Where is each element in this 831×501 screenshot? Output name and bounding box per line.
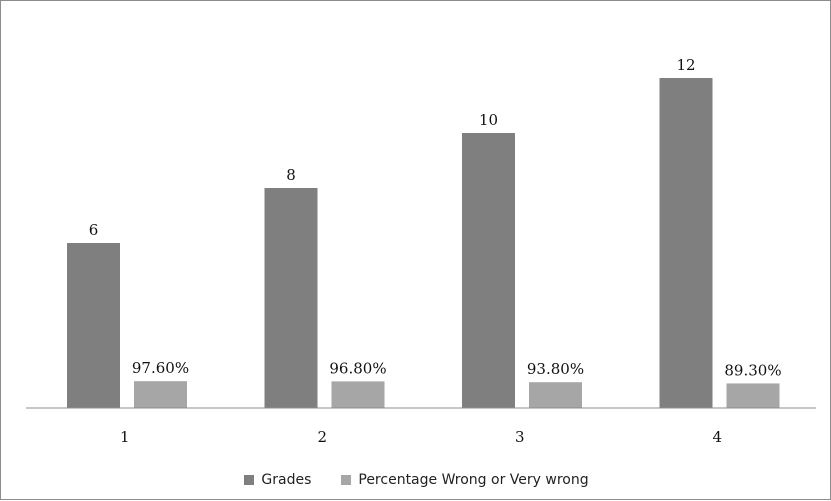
bar-grades-2 (264, 188, 318, 408)
bar-percentage-1 (134, 381, 187, 408)
x-tick-label-2: 2 (317, 428, 327, 446)
data-label-grades-4: 12 (676, 56, 695, 74)
x-tick-label-4: 4 (712, 428, 722, 446)
legend-item-percentage: Percentage Wrong or Very wrong (341, 472, 589, 488)
bar-grades-1 (67, 243, 120, 408)
data-label-percentage-4: 89.30% (724, 361, 781, 379)
legend-swatch-percentage (341, 475, 352, 485)
data-label-grades-3: 10 (479, 111, 498, 129)
legend-label-grades: Grades (261, 472, 312, 488)
bar-percentage-4 (726, 383, 780, 408)
legend-label-percentage: Percentage Wrong or Very wrong (358, 472, 589, 488)
data-label-percentage-1: 97.60% (132, 359, 189, 377)
x-tick-label-1: 1 (120, 428, 130, 446)
bar-percentage-2 (331, 381, 385, 408)
data-label-grades-1: 6 (89, 221, 99, 239)
data-label-percentage-2: 96.80% (329, 359, 386, 377)
legend-item-grades: Grades (244, 472, 311, 488)
data-label-grades-2: 8 (286, 166, 296, 184)
legend: Grades Percentage Wrong or Very wrong (1, 469, 831, 491)
bar-grades-3 (462, 133, 515, 408)
data-label-percentage-3: 93.80% (527, 360, 584, 378)
bar-percentage-3 (529, 382, 582, 408)
legend-swatch-grades (244, 475, 255, 485)
x-tick-label-3: 3 (515, 428, 525, 446)
bar-grades-4 (659, 78, 713, 408)
